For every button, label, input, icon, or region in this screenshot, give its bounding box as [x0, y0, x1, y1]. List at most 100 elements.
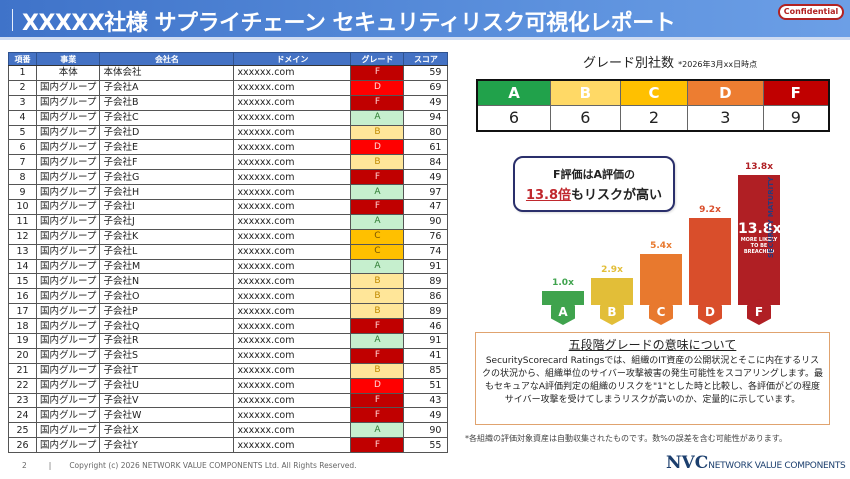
company-name-cell: 子会社E: [99, 139, 235, 156]
domain-cell: xxxxxx.com: [233, 258, 352, 275]
business-cell: 国内グループ: [35, 407, 101, 424]
table-row: 19 国内グループ 子会社R xxxxxx.com A 91: [8, 333, 449, 349]
row-number: 17: [8, 303, 37, 320]
grade-hexagon-icon: F: [747, 299, 771, 325]
grade-label-c: C: [619, 79, 689, 106]
row-number: 14: [8, 258, 37, 275]
company-name-cell: 子会社U: [99, 377, 235, 394]
grade-count-b: 6: [550, 104, 621, 132]
business-cell: 国内グループ: [35, 94, 101, 111]
company-name-cell: 子会社J: [99, 213, 235, 230]
business-cell: 国内グループ: [35, 362, 101, 379]
col-header-business: 事業: [35, 52, 101, 66]
company-grade-table: 項番 事業 会社名 ドメイン グレード スコア 1 本体 本体会社 xxxxxx.co…: [8, 52, 449, 454]
data-accuracy-footnote: *各組織の評価対象資産は自動収集されたものです。数%の誤差を含む可能性があります…: [465, 434, 787, 443]
score-cell: 94: [403, 109, 449, 126]
business-cell: 国内グループ: [35, 184, 101, 201]
domain-cell: xxxxxx.com: [233, 213, 352, 230]
company-name-cell: 子会社R: [99, 333, 235, 349]
breach-annotation-line: MORE LIKELY: [740, 237, 778, 243]
table-body: 1 本体 本体会社 xxxxxx.com F 59 2 国内グループ 子会社A xxxxxx.co…: [8, 65, 449, 454]
business-cell: 国内グループ: [35, 169, 101, 186]
table-header-row: 項番 事業 会社名 ドメイン グレード スコア: [8, 52, 449, 66]
score-cell: 47: [403, 199, 449, 215]
grade-count-table: A B C D F 6 6 2 3 9: [476, 79, 830, 132]
business-cell: 国内グループ: [35, 273, 101, 290]
row-number: 8: [8, 169, 37, 186]
row-number: 13: [8, 243, 37, 260]
score-cell: 51: [403, 377, 449, 394]
domain-cell: xxxxxx.com: [233, 65, 352, 81]
table-row: 24 国内グループ 子会社W xxxxxx.com F 49: [8, 407, 449, 424]
grade-cell: F: [350, 392, 405, 409]
grade-label-f: F: [762, 79, 830, 106]
callout-highlight: 13.8倍: [525, 188, 572, 203]
grade-cell: F: [350, 407, 405, 424]
table-row: 2 国内グループ 子会社A xxxxxx.com D 69: [8, 79, 449, 96]
score-cell: 97: [403, 184, 449, 201]
business-cell: 国内グループ: [35, 422, 101, 439]
company-name-cell: 子会社H: [99, 184, 235, 201]
grade-count-d: 3: [687, 104, 764, 132]
col-header-score: スコア: [403, 52, 449, 66]
table-row: 9 国内グループ 子会社H xxxxxx.com A 97: [8, 184, 449, 201]
table-row: 4 国内グループ 子会社C xxxxxx.com A 94: [8, 109, 449, 126]
domain-cell: xxxxxx.com: [233, 94, 352, 111]
risk-bar-f: [738, 175, 780, 305]
domain-cell: xxxxxx.com: [233, 273, 352, 290]
table-row: 5 国内グループ 子会社D xxxxxx.com B 80: [8, 124, 449, 141]
company-name-cell: 子会社X: [99, 422, 235, 439]
domain-cell: xxxxxx.com: [233, 347, 352, 364]
company-name-cell: 子会社N: [99, 273, 235, 290]
table-row: 11 国内グループ 子会社J xxxxxx.com A 90: [8, 213, 449, 230]
business-cell: 国内グループ: [35, 377, 101, 394]
score-cell: 49: [403, 94, 449, 111]
business-cell: 国内グループ: [35, 109, 101, 126]
logo-text: NETWORK VALUE COMPONENTS: [708, 461, 846, 471]
title-accent-bar: [12, 9, 13, 31]
explanation-body: SecurityScorecard Ratingsでは、組織のIT資産の公開状況…: [482, 356, 823, 405]
footer: 2 | Copyright (c) 2026 NETWORK VALUE COMPO…: [22, 461, 357, 470]
company-name-cell: 子会社Y: [99, 437, 235, 454]
company-name-cell: 子会社O: [99, 288, 235, 305]
company-name-cell: 子会社P: [99, 303, 235, 320]
table-row: 14 国内グループ 子会社M xxxxxx.com A 91: [8, 258, 449, 275]
row-number: 20: [8, 347, 37, 364]
risk-multiplier-chart: 1.0x A 2.9x B 5.4x C 9.2x D 13.8x F 13.8x MORE LIKE…: [530, 160, 810, 325]
grade-cell: B: [350, 124, 405, 141]
score-cell: 91: [403, 258, 449, 275]
row-number: 6: [8, 139, 37, 156]
logo-mark: NVC: [666, 453, 709, 473]
bar-value-label: 13.8x: [744, 162, 773, 172]
table-row: 1 本体 本体会社 xxxxxx.com F 59: [8, 65, 449, 81]
score-cell: 49: [403, 169, 449, 186]
explanation-title: 五段階グレードの意味について: [568, 338, 737, 352]
breach-annotation-line: TO BE: [750, 243, 768, 249]
row-number: 19: [8, 333, 37, 349]
grade-cell: D: [350, 377, 405, 394]
domain-cell: xxxxxx.com: [233, 199, 352, 215]
grade-hexagon-icon: C: [649, 299, 673, 325]
business-cell: 国内グループ: [35, 243, 101, 260]
grade-hexagon-icon: B: [600, 299, 624, 325]
company-name-cell: 子会社F: [99, 154, 235, 171]
score-cell: 74: [403, 243, 449, 260]
grade-cell: B: [350, 273, 405, 290]
grade-count-title: グレード別社数 *2026年3月xx日時点: [583, 52, 757, 71]
score-cell: 91: [403, 333, 449, 349]
grade-label-row: A B C D F: [476, 79, 830, 106]
business-cell: 国内グループ: [35, 288, 101, 305]
grade-label-a: A: [476, 79, 552, 106]
domain-cell: xxxxxx.com: [233, 407, 352, 424]
row-number: 25: [8, 422, 37, 439]
col-header-company: 会社名: [99, 52, 235, 66]
grade-cell: A: [350, 109, 405, 126]
table-row: 21 国内グループ 子会社T xxxxxx.com B 85: [8, 362, 449, 379]
grade-cell: F: [350, 437, 405, 454]
domain-cell: xxxxxx.com: [233, 333, 352, 349]
table-row: 7 国内グループ 子会社F xxxxxx.com B 84: [8, 154, 449, 171]
table-row: 22 国内グループ 子会社U xxxxxx.com D 51: [8, 377, 449, 394]
grade-cell: A: [350, 422, 405, 439]
grade-cell: F: [350, 65, 405, 81]
grade-cell: A: [350, 333, 405, 349]
